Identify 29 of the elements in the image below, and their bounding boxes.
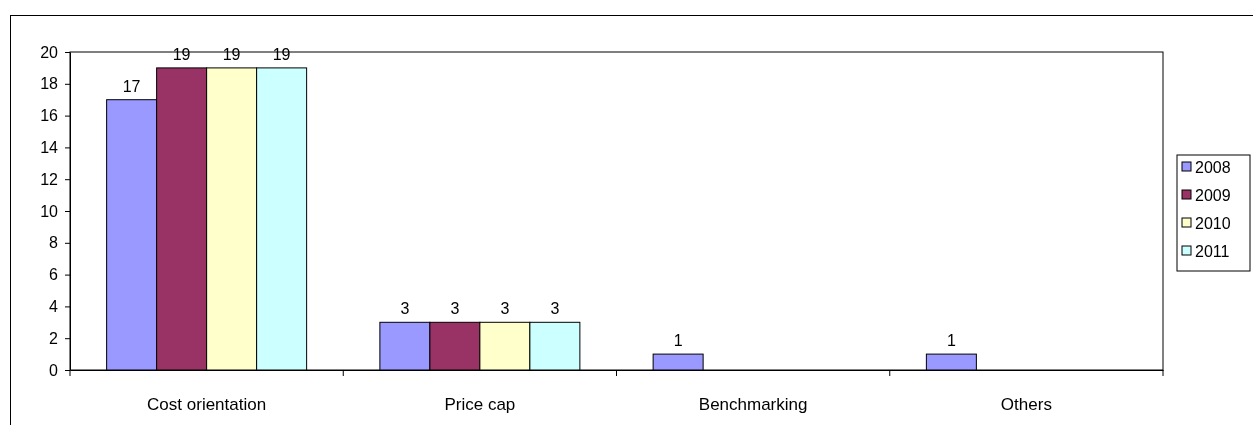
y-tick-label: 10 xyxy=(40,202,59,220)
legend-label: 2011 xyxy=(1195,243,1230,260)
y-tick-label: 20 xyxy=(40,43,59,61)
data-label: 17 xyxy=(122,77,141,95)
y-tick-label: 0 xyxy=(49,361,59,379)
data-label: 1 xyxy=(946,332,956,350)
data-label: 3 xyxy=(500,300,510,318)
x-tick-label: Cost orientation xyxy=(147,395,267,415)
data-label: 19 xyxy=(272,45,291,63)
x-tick-label: Benchmarking xyxy=(698,395,808,415)
data-label: 3 xyxy=(400,300,410,318)
y-tick-label: 4 xyxy=(49,298,59,316)
data-label: 19 xyxy=(172,45,191,63)
y-tick-label: 14 xyxy=(40,139,59,157)
x-tick-label: Others xyxy=(1000,395,1052,415)
data-label: 3 xyxy=(550,300,560,318)
y-tick-label: 12 xyxy=(40,170,59,188)
y-tick-label: 18 xyxy=(40,75,59,93)
y-tick-label: 6 xyxy=(49,266,59,284)
legend-label: 2009 xyxy=(1195,187,1231,204)
x-tick-label: Price cap xyxy=(444,395,516,415)
data-label: 1 xyxy=(673,332,683,350)
y-tick-label: 16 xyxy=(40,107,59,125)
y-tick-label: 8 xyxy=(49,234,59,252)
data-label: 3 xyxy=(450,300,460,318)
data-label: 19 xyxy=(222,45,241,63)
legend-label: 2008 xyxy=(1195,159,1231,176)
legend-label: 2010 xyxy=(1195,215,1231,232)
y-tick-label: 2 xyxy=(49,329,59,347)
